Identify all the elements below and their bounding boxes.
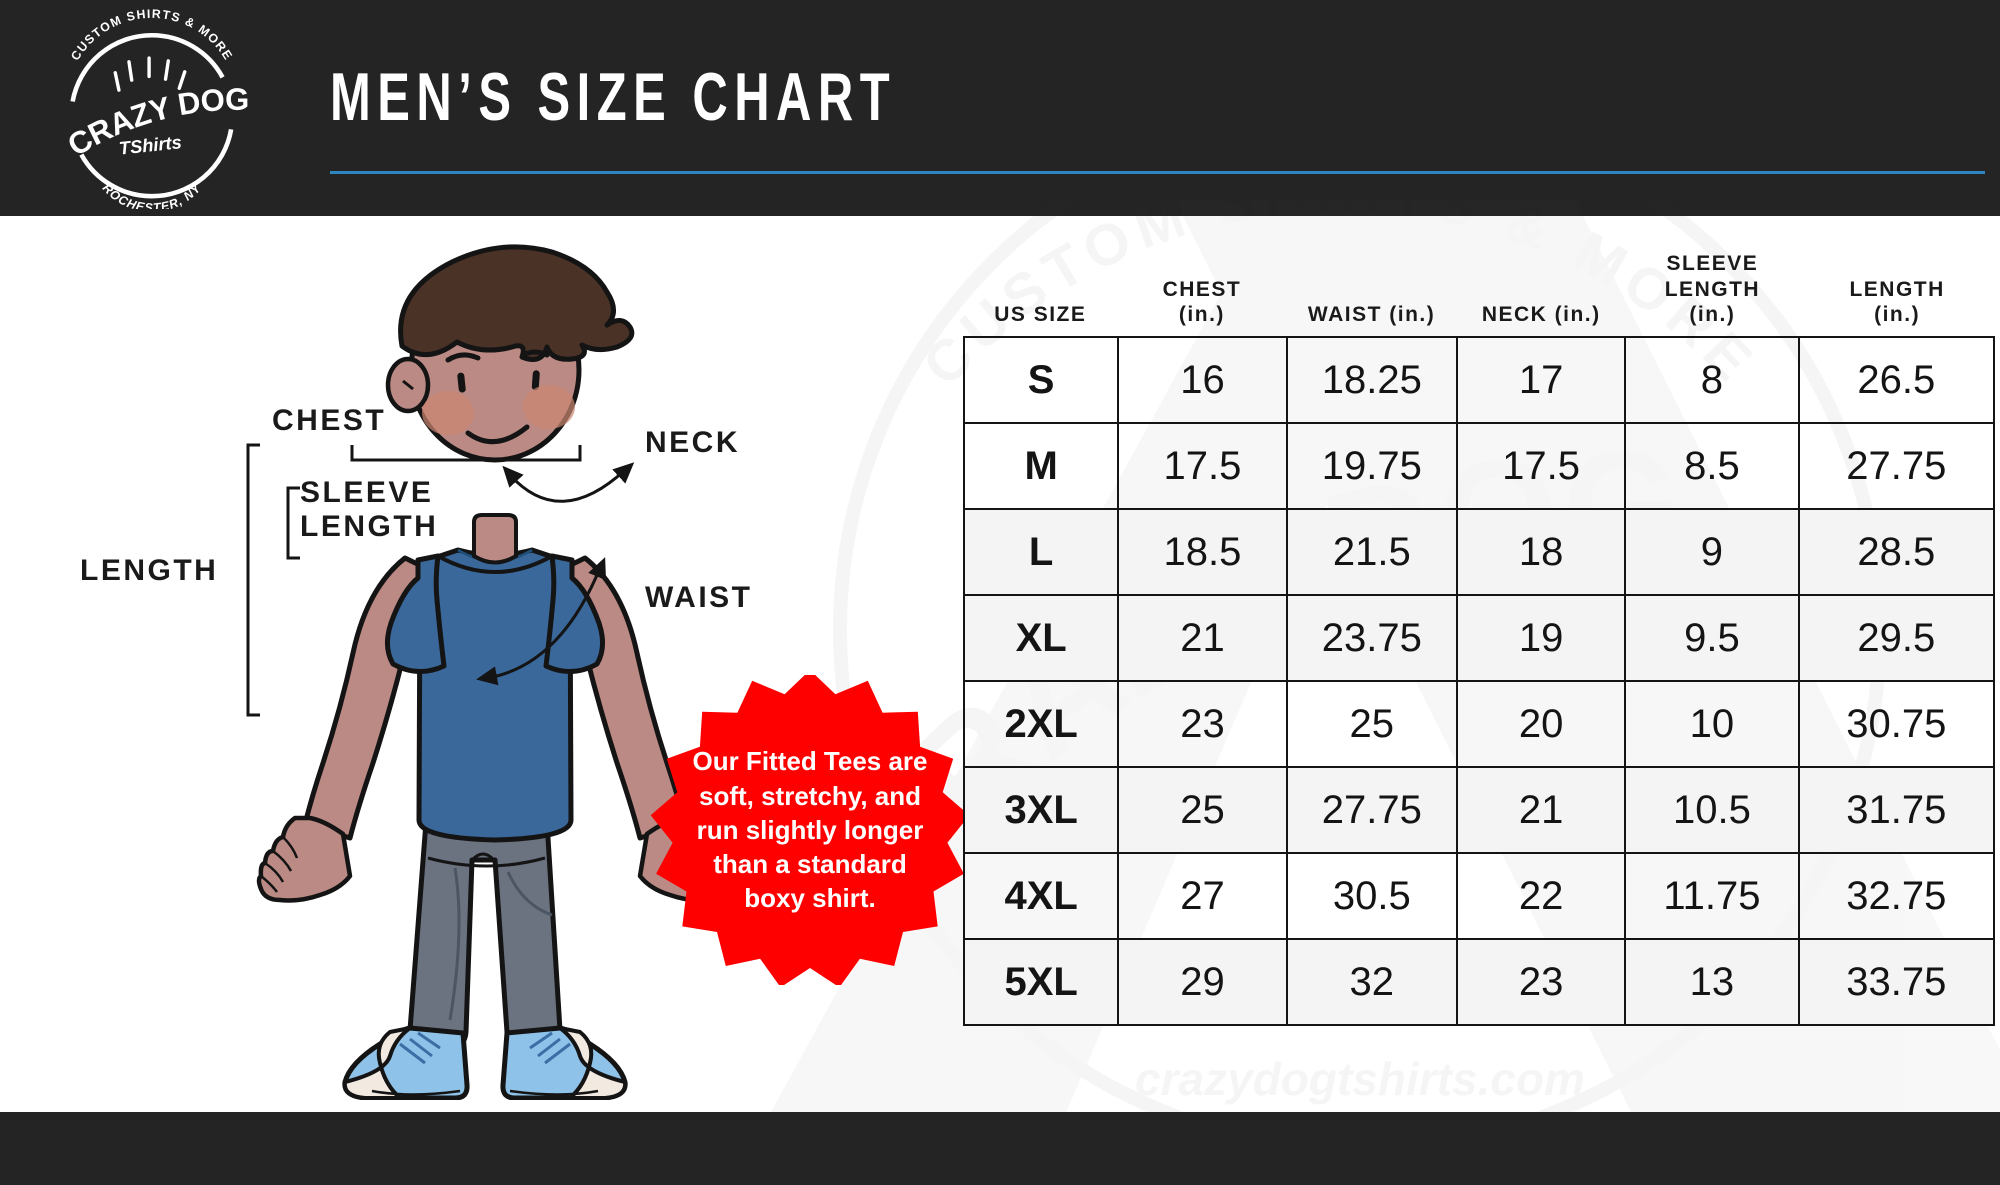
- svg-text:SLEEVE: SLEEVE: [300, 476, 433, 509]
- svg-text:LENGTH: LENGTH: [300, 510, 438, 543]
- svg-text:LENGTH: LENGTH: [80, 554, 218, 587]
- svg-text:NECK: NECK: [645, 426, 740, 459]
- svg-text:WAIST: WAIST: [645, 581, 753, 614]
- svg-text:CHEST: CHEST: [272, 404, 386, 437]
